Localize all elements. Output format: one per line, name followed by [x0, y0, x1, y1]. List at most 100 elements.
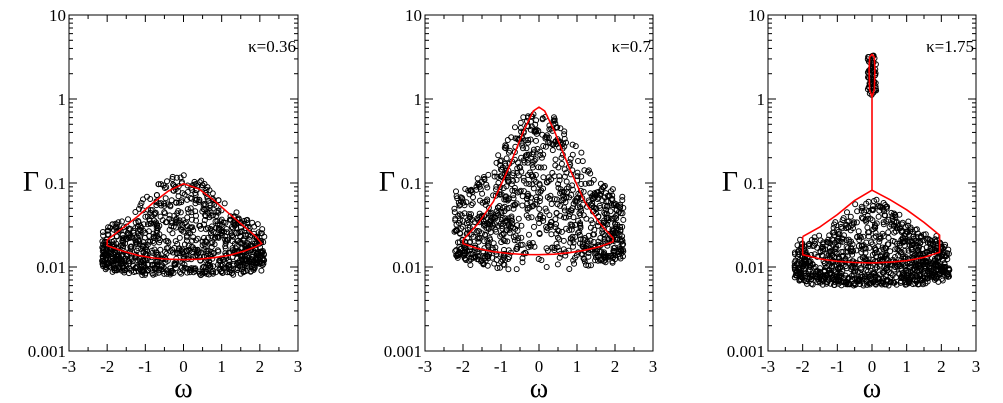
y-tick-label: 10 — [49, 6, 66, 25]
data-point — [163, 184, 170, 191]
data-point — [193, 217, 199, 224]
data-point — [201, 217, 208, 224]
data-point — [136, 238, 143, 245]
data-point — [261, 233, 268, 240]
scatter-points — [451, 111, 627, 273]
data-point — [217, 265, 224, 272]
data-point — [105, 224, 112, 231]
data-point — [215, 209, 222, 216]
data-point — [225, 262, 232, 268]
data-point — [511, 201, 518, 208]
boundary-curve — [106, 182, 263, 261]
data-point — [921, 261, 928, 268]
data-point — [468, 202, 475, 208]
data-point-outlier — [870, 68, 877, 75]
data-point — [909, 250, 916, 257]
data-point — [811, 242, 818, 249]
data-point — [578, 207, 585, 214]
data-point — [528, 123, 535, 130]
x-tick-label: -3 — [418, 357, 432, 376]
scatter-points — [791, 52, 953, 289]
data-point — [105, 231, 112, 238]
data-point — [104, 251, 111, 258]
data-point — [561, 128, 568, 135]
data-point-outlier — [867, 58, 874, 65]
data-point — [220, 256, 227, 263]
data-point — [817, 265, 823, 272]
data-point — [608, 196, 615, 203]
data-point — [832, 219, 839, 226]
data-point — [585, 262, 592, 269]
data-point — [497, 220, 504, 227]
data-point — [611, 214, 618, 221]
data-point — [513, 266, 520, 273]
data-point — [586, 180, 592, 187]
data-point — [597, 191, 604, 198]
data-point — [849, 222, 856, 228]
data-point — [887, 248, 894, 255]
data-point — [215, 197, 222, 204]
data-point — [605, 236, 612, 243]
data-point — [568, 207, 575, 214]
data-point — [538, 187, 545, 194]
data-point — [579, 241, 586, 248]
data-point — [246, 233, 253, 240]
data-point — [525, 137, 532, 143]
data-point — [502, 194, 509, 201]
data-point — [154, 225, 161, 232]
data-point — [161, 209, 168, 216]
data-point — [222, 236, 229, 243]
data-point — [825, 251, 832, 258]
data-point — [598, 248, 605, 255]
data-point — [827, 251, 834, 258]
data-point — [208, 227, 215, 234]
data-point — [122, 255, 129, 262]
data-point — [619, 193, 626, 200]
data-point — [199, 208, 206, 215]
data-point — [886, 223, 893, 230]
data-point — [857, 256, 864, 263]
data-point — [504, 227, 511, 233]
data-point — [140, 196, 146, 203]
data-point — [796, 265, 802, 272]
data-point — [500, 185, 507, 191]
data-point — [880, 219, 887, 226]
data-point — [899, 219, 906, 226]
data-point — [608, 215, 615, 222]
data-point — [527, 136, 534, 143]
data-point — [223, 226, 230, 232]
data-point — [564, 189, 570, 195]
data-point — [99, 244, 106, 251]
data-point — [524, 200, 531, 207]
data-point — [533, 117, 540, 124]
data-point — [519, 142, 526, 149]
data-point — [530, 202, 537, 209]
data-point — [810, 273, 816, 280]
data-point — [149, 270, 156, 277]
data-point — [871, 250, 878, 257]
data-point — [883, 255, 889, 262]
data-point — [163, 250, 170, 257]
data-point — [574, 169, 581, 176]
data-point — [856, 237, 863, 243]
data-point — [916, 250, 923, 257]
data-point — [826, 269, 833, 276]
data-point — [537, 195, 544, 201]
data-point — [481, 222, 487, 229]
data-point — [552, 162, 559, 169]
data-point — [161, 202, 168, 209]
data-point — [465, 187, 472, 194]
data-point — [608, 188, 614, 195]
data-point — [881, 212, 888, 219]
data-point — [543, 208, 550, 215]
data-point — [154, 222, 161, 229]
data-point — [553, 196, 560, 203]
data-point — [561, 207, 568, 214]
kappa-label: κ=0.36 — [248, 37, 296, 56]
data-point — [508, 213, 515, 220]
data-point — [835, 242, 842, 249]
data-point — [906, 276, 913, 283]
data-point — [511, 184, 518, 191]
data-point — [462, 186, 469, 192]
data-point — [241, 243, 248, 249]
